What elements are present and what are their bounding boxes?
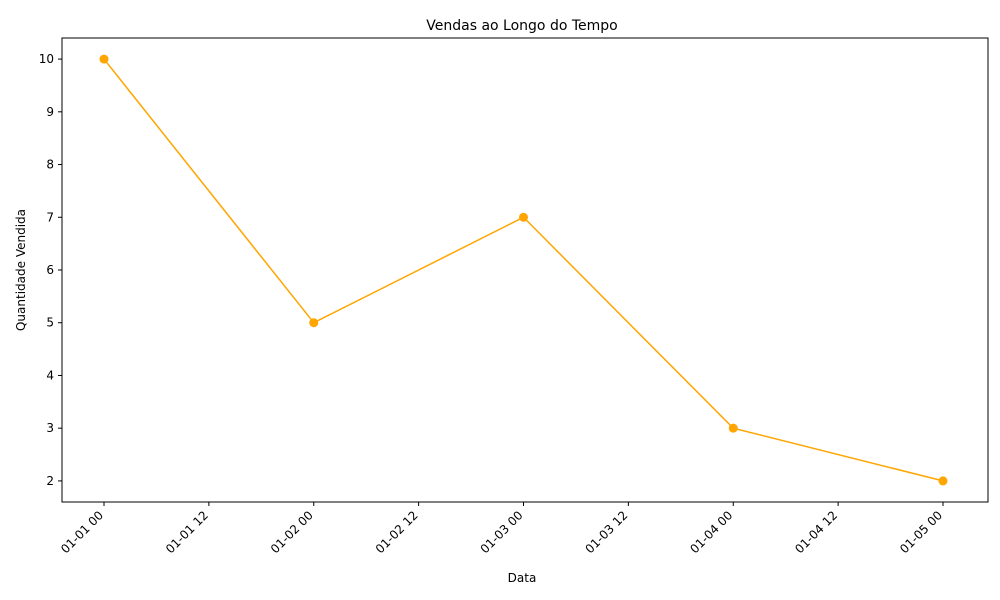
y-tick-label: 2 [46,474,54,488]
series-line [103,58,944,482]
y-tick-label: 8 [46,158,54,172]
y-tick-label: 7 [46,210,54,224]
y-tick-label: 9 [46,105,54,119]
data-point [309,318,319,328]
y-tick-label: 10 [39,52,54,66]
x-tick-label: 01-04 00 [687,508,735,556]
x-tick-label: 01-04 12 [792,508,840,556]
x-axis-label: Data [508,571,537,585]
x-tick-label: 01-03 00 [478,508,526,556]
x-tick-label: 01-01 12 [163,508,211,556]
data-point [519,212,528,222]
y-tick-label: 4 [46,368,54,382]
plot-frame [61,37,989,503]
y-tick-label: 6 [46,263,54,277]
plot-area: 2 3 4 5 6 7 8 9 10 01-01 00 01-01 12 01-02 00 01-02 … [39,37,989,556]
data-point [938,476,948,486]
y-tick-label: 3 [46,421,54,435]
x-tick-label: 01-03 12 [582,508,630,556]
data-point [728,423,738,433]
x-tick-label: 01-05 00 [897,508,945,556]
y-tick-label: 5 [46,316,54,330]
y-axis-label: Quantidade Vendida [14,209,28,331]
x-tick-label: 01-02 12 [373,508,421,556]
chart-title: Vendas ao Longo do Tempo [426,18,617,34]
x-tick-label: 01-01 00 [58,508,106,556]
data-point [99,54,109,64]
x-tick-label: 01-02 00 [268,508,316,556]
